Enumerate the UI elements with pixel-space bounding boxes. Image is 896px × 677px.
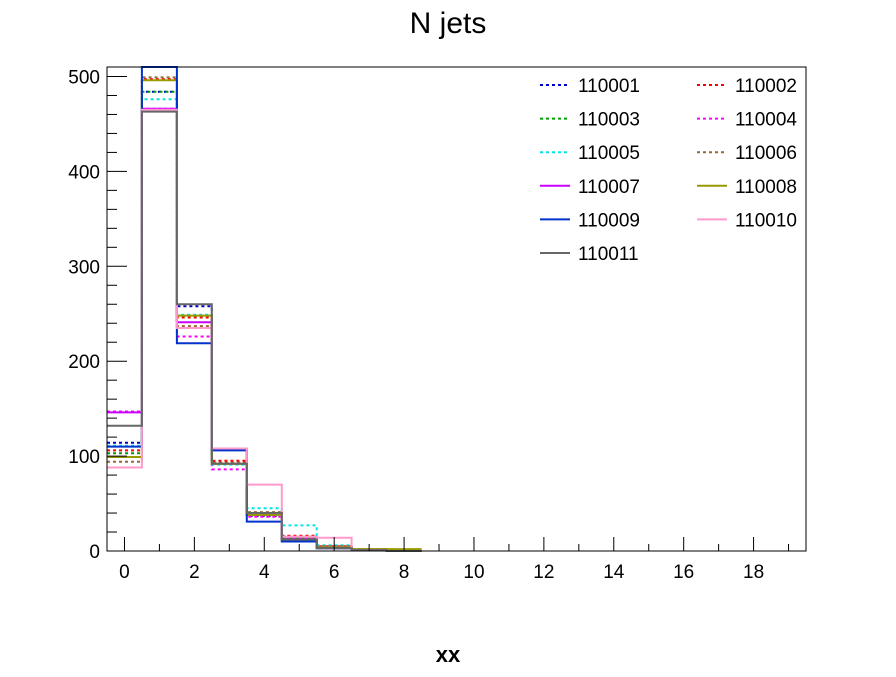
series-layer [107, 66, 422, 552]
series-line-110011 [107, 110, 422, 552]
series-line-110003 [107, 90, 422, 552]
legend-label-110009: 110009 [578, 210, 640, 231]
y-tick-label: 0 [89, 542, 100, 563]
legend-label-110011: 110011 [578, 244, 639, 265]
series-line-110005 [107, 98, 422, 552]
x-tick-label: 12 [533, 562, 554, 583]
plot-frame [106, 66, 807, 552]
legend-label-110003: 110003 [578, 110, 640, 131]
x-tick-label: 16 [673, 562, 694, 583]
series-line-110009 [107, 66, 422, 552]
x-tick-label: 2 [189, 562, 200, 583]
series-line-110002 [107, 78, 422, 552]
y-tick-label: 200 [68, 352, 100, 373]
legend-label-110007: 110007 [578, 177, 640, 198]
series-line-110001 [107, 90, 422, 552]
legend-label-110005: 110005 [578, 143, 640, 164]
x-tick-label: 6 [329, 562, 340, 583]
x-tick-label: 14 [603, 562, 625, 583]
series-line-110010 [107, 108, 422, 552]
legend-label-110002: 110002 [735, 76, 797, 97]
chart-title: N jets [410, 7, 487, 40]
legend-label-110010: 110010 [735, 210, 797, 231]
x-tick-label: 10 [463, 562, 484, 583]
y-axis: 0 100 200 300 400 500 [68, 67, 127, 563]
y-tick-label: 500 [68, 67, 100, 88]
y-tick-label: 300 [68, 257, 100, 278]
x-tick-label: 4 [259, 562, 270, 583]
x-tick-label: 8 [399, 562, 410, 583]
y-tick-label: 100 [68, 447, 100, 468]
x-axis: 0 2 4 6 8 10 12 14 16 18 [119, 537, 790, 583]
y-tick-label: 400 [68, 162, 100, 183]
series-line-110006 [107, 76, 422, 552]
x-tick-label: 0 [119, 562, 130, 583]
legend-label-110006: 110006 [735, 143, 797, 164]
legend: 110001 110002 110003 110004 110005 110006 1100… [540, 76, 797, 265]
legend-label-110004: 110004 [735, 110, 797, 131]
legend-label-110008: 110008 [735, 177, 797, 198]
x-tick-label: 18 [743, 562, 764, 583]
series-line-110008 [107, 79, 422, 551]
legend-label-110001: 110001 [578, 76, 640, 97]
x-axis-label: xx [436, 642, 461, 667]
